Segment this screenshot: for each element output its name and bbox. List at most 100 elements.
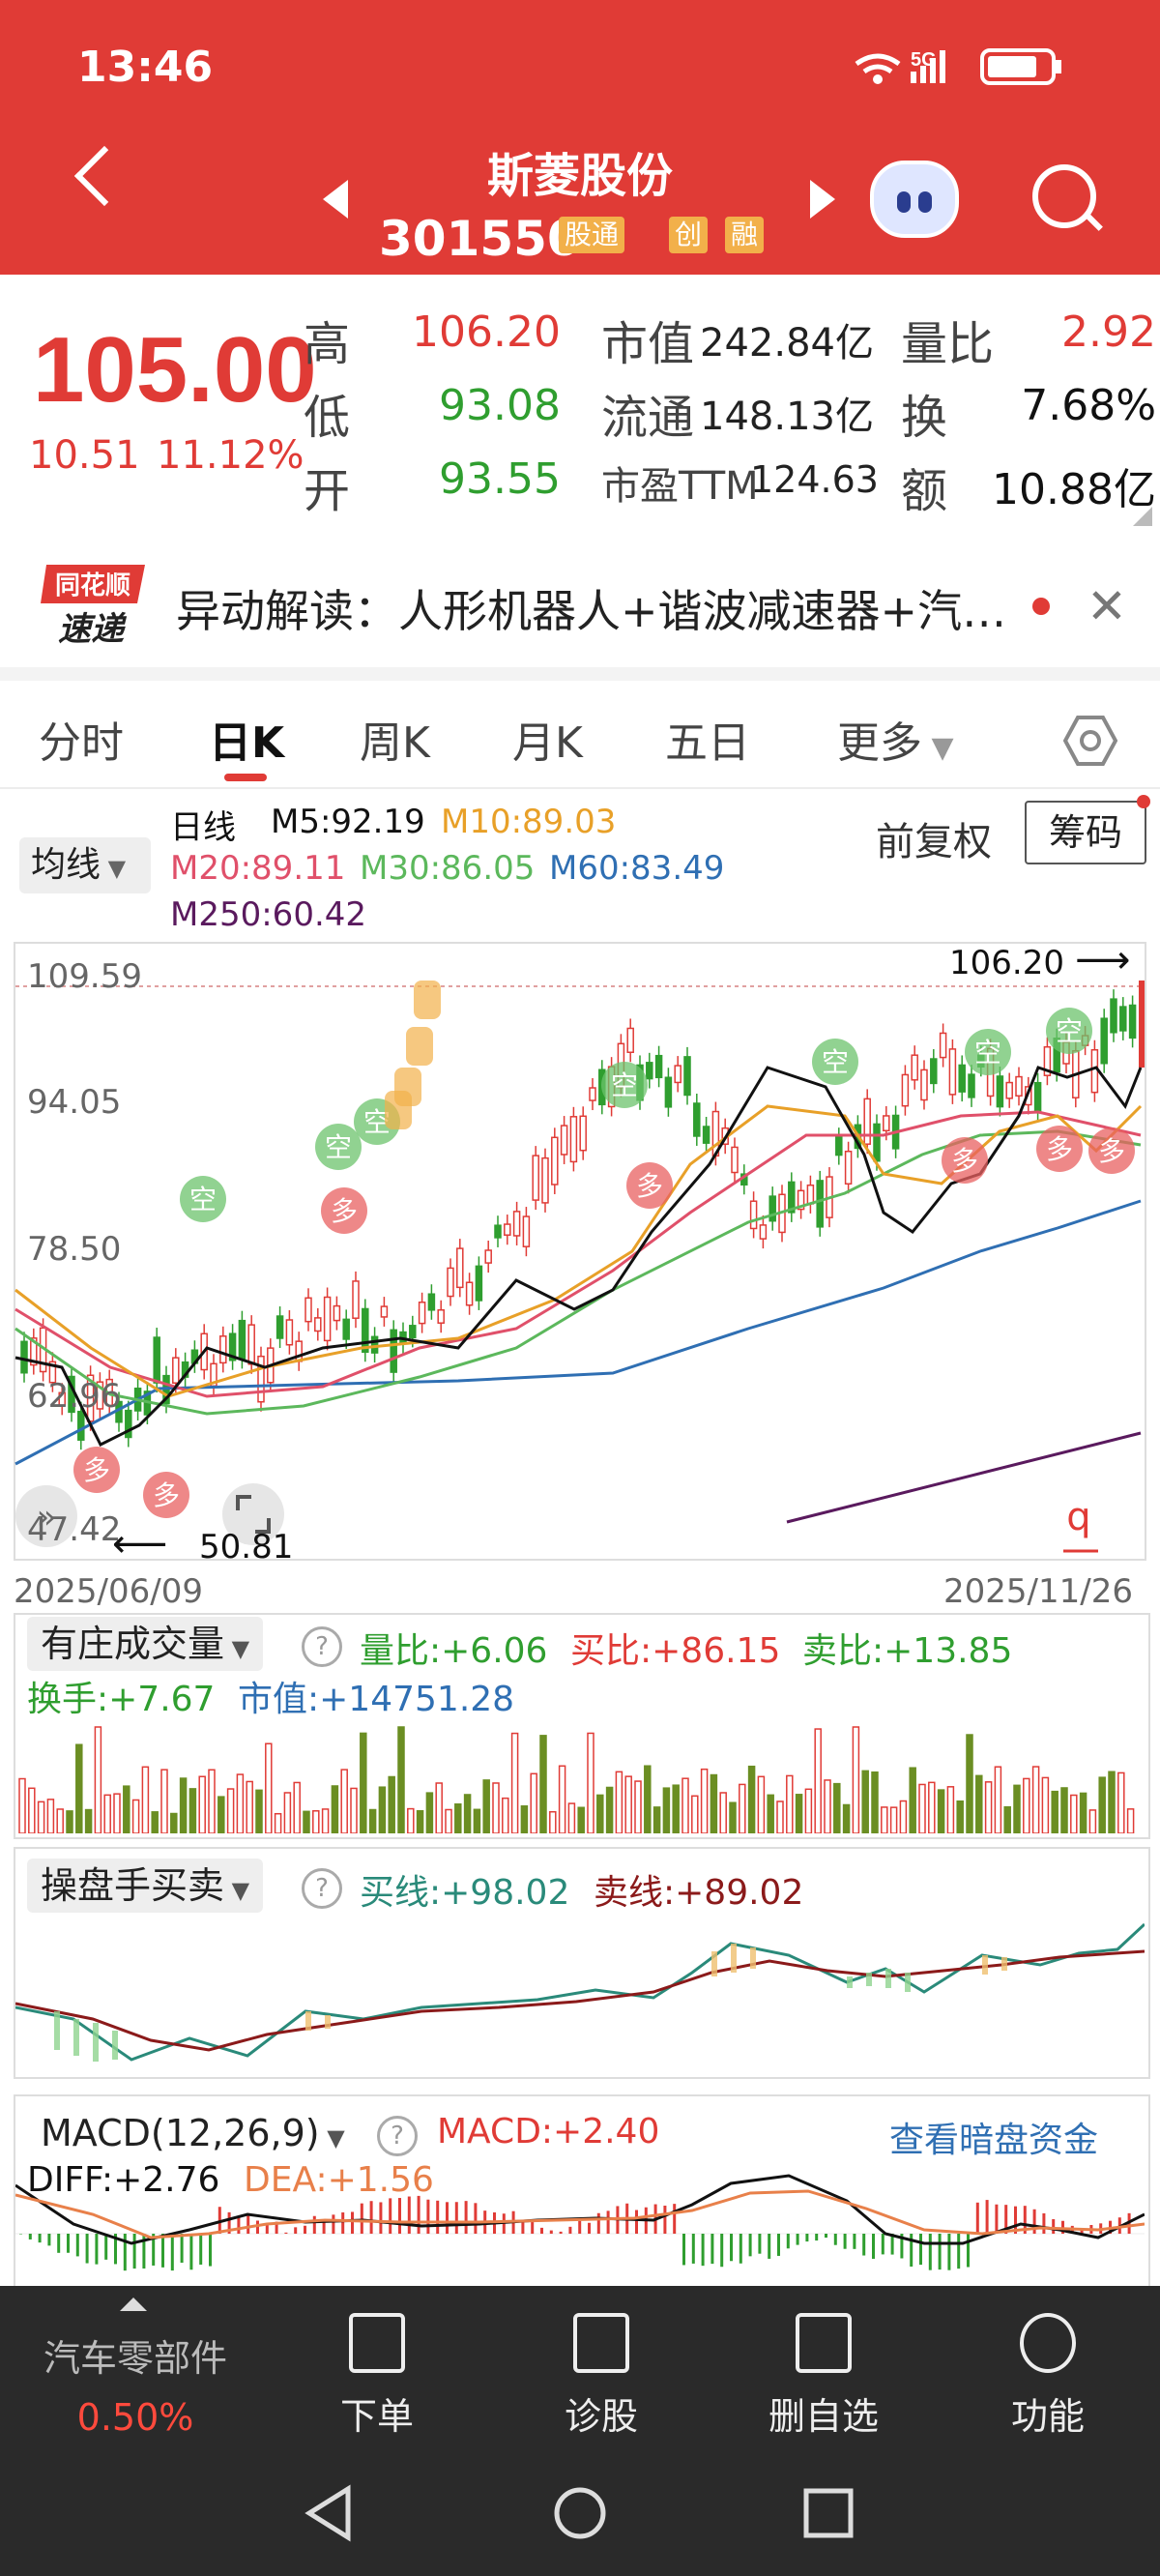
volume-indicator-button[interactable]: 有庄成交量 ▼ bbox=[27, 1617, 264, 1671]
volume-bar bbox=[672, 1784, 680, 1833]
candle-body bbox=[541, 1156, 549, 1204]
help-icon[interactable]: ? bbox=[302, 1626, 342, 1667]
remove-watchlist-button[interactable]: 删自选 bbox=[737, 2313, 911, 2440]
candle-body bbox=[589, 1087, 596, 1101]
order-button[interactable]: 下单 bbox=[290, 2313, 464, 2440]
vol-turnover: 换手:+7.67 bbox=[27, 1680, 216, 1719]
macd-value: MACD:+2.40 bbox=[437, 2112, 660, 2152]
close-icon[interactable]: ✕ bbox=[1087, 578, 1127, 634]
candle-body bbox=[626, 1027, 634, 1053]
macd-bar bbox=[104, 2234, 108, 2260]
high-value: 106.20 bbox=[412, 307, 561, 357]
candle-body bbox=[96, 1381, 104, 1410]
help-icon[interactable]: ? bbox=[302, 1868, 342, 1909]
volume-bar bbox=[435, 1782, 443, 1833]
buy-line-value: 买线:+98.02 bbox=[360, 1873, 570, 1913]
volume-bar bbox=[502, 1797, 509, 1833]
volume-bar bbox=[1031, 1766, 1040, 1833]
volume-panel bbox=[14, 1613, 1150, 1839]
volume-bar bbox=[567, 1802, 576, 1833]
status-time: 13:46 bbox=[77, 43, 214, 92]
tab-five-day[interactable]: 五日 bbox=[665, 718, 750, 768]
news-text[interactable]: 异动解读：人形机器人+谐波减速器+汽… bbox=[176, 585, 1007, 637]
badge-margin: 融 bbox=[725, 217, 765, 253]
tab-daily-k[interactable]: 日K bbox=[209, 718, 285, 768]
volume-bar bbox=[1079, 1792, 1088, 1833]
volume-bar bbox=[558, 1765, 566, 1833]
volume-bar bbox=[747, 1765, 756, 1833]
ma-selector-button[interactable]: 均线 ▼ bbox=[19, 837, 151, 893]
y-label-3: 78.50 bbox=[27, 1230, 122, 1269]
candle-body bbox=[380, 1305, 389, 1318]
volume-bar bbox=[198, 1775, 206, 1833]
macd-bar bbox=[758, 2234, 762, 2254]
macd-bar bbox=[1032, 2209, 1036, 2234]
long-signal-icon bbox=[942, 1137, 988, 1184]
volume-bar bbox=[889, 1806, 898, 1833]
volume-bar bbox=[321, 1808, 330, 1833]
count-signal-icon bbox=[414, 981, 441, 1019]
candle-body bbox=[153, 1336, 160, 1384]
macd-bar bbox=[825, 2234, 827, 2239]
volume-bar bbox=[1088, 1809, 1097, 1833]
candle-body bbox=[1005, 1081, 1013, 1099]
help-icon[interactable]: ? bbox=[377, 2116, 418, 2156]
status-icons: 5G bbox=[851, 44, 1083, 95]
macd-indicator-button[interactable]: MACD(12,26,9) ▼ bbox=[27, 2106, 359, 2160]
long-signal-icon bbox=[626, 1162, 673, 1209]
macd-bar bbox=[928, 2234, 932, 2270]
diagnose-button[interactable]: 诊股 bbox=[514, 2313, 688, 2440]
candle-body bbox=[749, 1200, 758, 1230]
candle-body bbox=[323, 1296, 332, 1342]
volume-bar bbox=[1098, 1776, 1106, 1833]
price-change: 10.51 bbox=[29, 433, 140, 478]
y-label-2: 94.05 bbox=[27, 1083, 122, 1122]
volume-bar bbox=[946, 1786, 955, 1833]
candle-body bbox=[20, 1340, 28, 1374]
function-button[interactable]: 功能 bbox=[961, 2313, 1135, 2440]
dark-pool-link[interactable]: 查看暗盘资金 bbox=[889, 2121, 1099, 2160]
candle-body bbox=[427, 1293, 436, 1311]
prev-stock-icon[interactable] bbox=[323, 180, 348, 219]
volume-bar bbox=[729, 1801, 737, 1833]
candle-body bbox=[437, 1309, 445, 1324]
volume-bar bbox=[814, 1728, 822, 1833]
macd-bar bbox=[161, 2234, 164, 2268]
candle-body bbox=[314, 1317, 322, 1332]
macd-bar bbox=[710, 2234, 714, 2265]
sector-name[interactable]: 汽车零部件 bbox=[43, 2337, 227, 2380]
ma60-value: M60:83.49 bbox=[549, 849, 725, 888]
settings-icon[interactable] bbox=[1063, 714, 1117, 768]
amount-value: 10.88亿 bbox=[992, 465, 1156, 514]
volume-bar bbox=[975, 1774, 983, 1833]
kline-chart[interactable]: 空空空空空 空空多多多多多多多 » q bbox=[14, 942, 1146, 1561]
signal-battery-icon: 5G bbox=[855, 48, 1061, 85]
candle-body bbox=[285, 1319, 294, 1346]
tab-weekly-k[interactable]: 周K bbox=[360, 718, 430, 768]
tab-intraday[interactable]: 分时 bbox=[39, 718, 124, 768]
chip-distribution-button[interactable]: 筹码 bbox=[1025, 801, 1146, 864]
candle-body bbox=[512, 1211, 521, 1237]
ma5-value: M5:92.19 bbox=[271, 803, 425, 841]
candle-body bbox=[883, 1115, 890, 1131]
ai-assistant-icon[interactable] bbox=[870, 161, 959, 238]
tab-more[interactable]: 更多 ▼ bbox=[837, 718, 954, 768]
price-adjust-toggle[interactable]: 前复权 bbox=[876, 820, 992, 864]
candle-body bbox=[560, 1125, 568, 1156]
macd-bar bbox=[843, 2234, 847, 2249]
tab-monthly-k[interactable]: 月K bbox=[512, 718, 583, 768]
expand-corner-icon[interactable] bbox=[1133, 507, 1152, 526]
macd-bar bbox=[351, 2211, 354, 2234]
high-arrow-icon: ⟶ bbox=[1075, 938, 1131, 982]
macd-bar bbox=[862, 2234, 866, 2256]
trader-indicator-button[interactable]: 操盘手买卖 ▼ bbox=[27, 1859, 264, 1913]
next-stock-icon[interactable] bbox=[810, 180, 835, 219]
volume-bar bbox=[37, 1800, 45, 1833]
volume-bar bbox=[842, 1803, 851, 1833]
search-icon[interactable] bbox=[1032, 164, 1096, 228]
candle-body bbox=[342, 1318, 350, 1340]
expand-up-icon[interactable] bbox=[120, 2298, 147, 2311]
macd-bar bbox=[559, 2231, 563, 2234]
long-signal-label: 多 bbox=[1098, 1135, 1125, 1167]
candle-body bbox=[939, 1032, 947, 1059]
